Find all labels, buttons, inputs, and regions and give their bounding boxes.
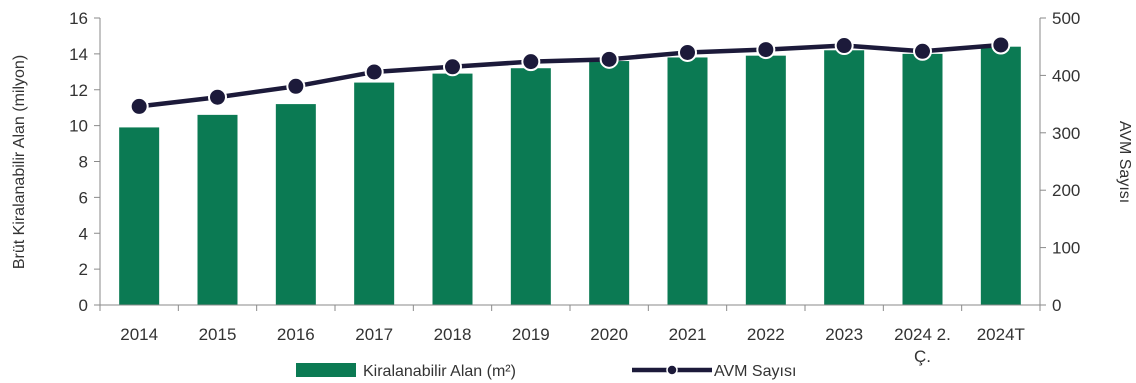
legend: Kiralanabilir Alan (m²) AVM Sayısı [296,363,796,380]
bar-2022 [745,55,786,306]
right-axis-tick-labels: 0 100 200 300 400 500 [1052,9,1080,315]
left-axis-label: Brüt Kiralanabilir Alan (milyon) [11,55,28,269]
x-tick-label: 2016 [277,325,315,344]
x-axis-tick-labels: 2014 2015 2016 2017 2018 2019 2020 2021 2022 2023… [120,325,1025,366]
bar-series-kiralanabilir-alan [119,46,1021,306]
x-tick-label: 2017 [355,325,393,344]
bar-2020 [589,61,630,305]
bar-2014 [119,127,160,305]
y-tick-label: 14 [69,45,88,64]
x-tick-label: 2022 [747,325,785,344]
y-tick-label: 0 [79,296,88,315]
y-tick-label: 8 [79,153,88,172]
bar-2015 [197,114,238,305]
x-tick-label: 2018 [434,325,472,344]
x-tick-label: 2021 [669,325,707,344]
point-2023 [834,36,854,56]
point-2024-2- [913,41,932,61]
y-tick-label: 4 [79,224,88,243]
x-tick-label: 2014 [120,325,158,344]
bar-2019 [510,68,551,305]
left-axis-tick-labels: 0 2 4 6 8 10 12 14 16 [69,9,88,315]
x-tick-label: 2019 [512,325,550,344]
point-2020 [599,49,619,69]
bar-2023 [824,50,865,305]
point-2015 [208,87,227,107]
x-tick-label: 2015 [199,325,237,344]
y2-tick-label: 400 [1052,66,1080,85]
point-2014 [129,96,149,116]
point-2017 [364,62,384,82]
axes [94,17,1046,311]
legend-swatch-kiralanabilir-alan [296,363,356,377]
bar-2024t [980,46,1021,305]
bar-2016 [275,104,316,305]
bar-2024-2- [902,53,943,305]
point-2018 [443,57,462,77]
line-avm-sayisi [138,42,1002,109]
point-2022 [756,40,776,60]
legend-marker-avm-sayisi [666,364,678,376]
x-tick-label: Ç. [914,347,931,366]
line-points-avm-sayisi [129,35,1011,116]
y2-tick-label: 0 [1052,296,1061,315]
y-tick-label: 10 [69,117,88,136]
y2-tick-label: 300 [1052,124,1080,143]
x-tick-label: 2024 2. [894,325,951,344]
point-2019 [521,52,541,72]
point-2021 [678,42,697,62]
bar-2021 [667,57,708,306]
y-tick-label: 16 [69,9,88,28]
y-tick-label: 12 [69,81,88,100]
y2-tick-label: 100 [1052,239,1080,258]
x-tick-label: 2020 [590,325,628,344]
y-tick-label: 6 [79,188,88,207]
x-tick-label: 2024T [977,325,1025,344]
legend-label-avm-sayisi: AVM Sayısı [714,363,796,380]
x-tick-label: 2023 [825,325,863,344]
y-tick-label: 2 [79,260,88,279]
point-2024t [991,35,1011,55]
right-axis-label: AVM Sayısı [1116,121,1133,203]
legend-label-kiralanabilir-alan: Kiralanabilir Alan (m²) [363,363,516,380]
y2-tick-label: 200 [1052,181,1080,200]
bar-2018 [432,73,473,305]
bar-2017 [354,82,395,305]
y2-tick-label: 500 [1052,9,1080,28]
point-2016 [286,76,306,96]
